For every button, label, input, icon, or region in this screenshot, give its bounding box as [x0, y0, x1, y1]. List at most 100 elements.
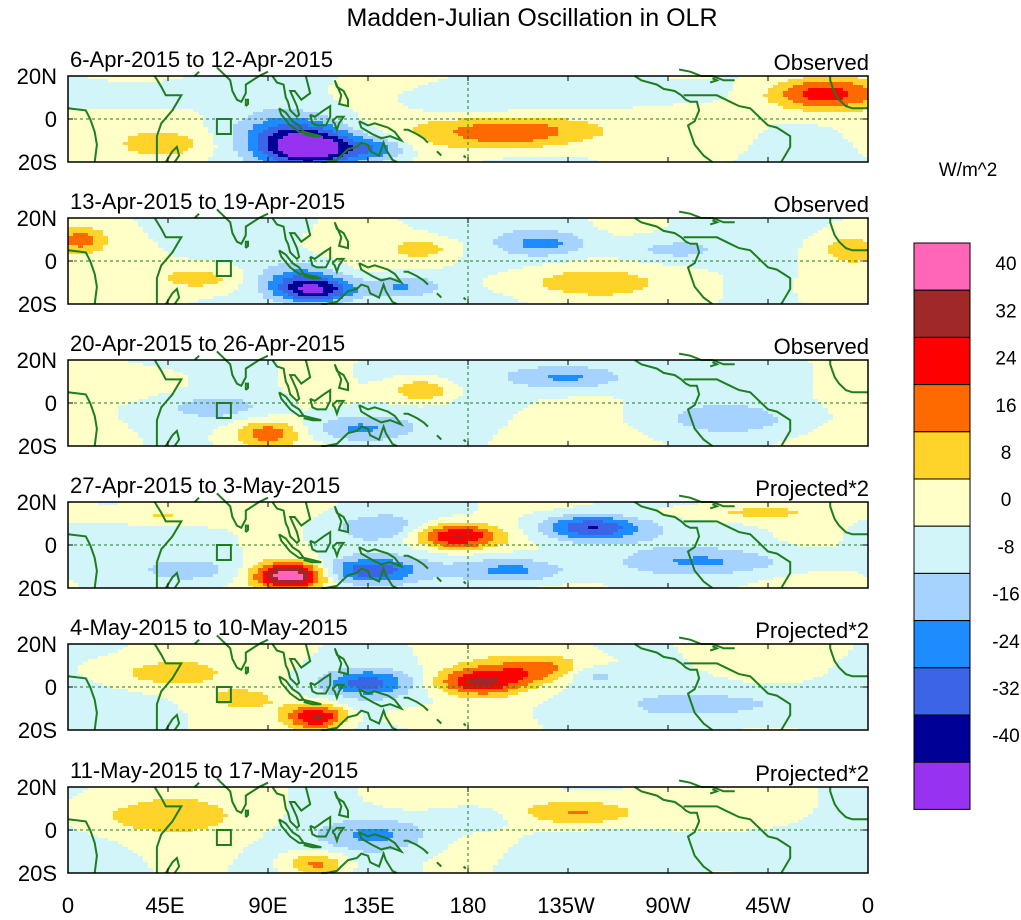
field-cell — [153, 97, 159, 101]
field-cell — [848, 79, 854, 83]
field-cell — [268, 88, 274, 92]
field-cell — [638, 91, 644, 95]
field-cell — [233, 82, 239, 86]
field-cell — [653, 91, 659, 95]
field-cell — [368, 79, 374, 83]
field-cell — [138, 88, 144, 92]
field-cell — [188, 94, 194, 98]
field-cell — [183, 94, 189, 98]
field-cell — [548, 82, 554, 86]
field-cell — [628, 94, 634, 98]
field-cell — [353, 82, 359, 86]
field-cell — [103, 85, 109, 89]
field-cell — [428, 94, 434, 98]
field-cell — [448, 94, 454, 98]
field-cell — [103, 82, 109, 86]
field-cell — [443, 85, 449, 89]
field-cell — [513, 97, 519, 101]
field-cell — [203, 79, 209, 83]
field-cell — [853, 85, 859, 89]
field-cell — [583, 91, 589, 95]
field-cell — [188, 82, 194, 86]
field-cell — [278, 79, 284, 83]
field-cell — [408, 94, 414, 98]
field-cell — [193, 85, 199, 89]
field-cell — [528, 79, 534, 83]
field-cell — [633, 94, 639, 98]
field-cell — [198, 91, 204, 95]
field-cell — [388, 88, 394, 92]
field-cell — [523, 79, 529, 83]
field-cell — [803, 85, 809, 89]
field-cell — [183, 88, 189, 92]
field-cell — [388, 94, 394, 98]
field-cell — [613, 85, 619, 89]
field-cell — [588, 79, 594, 83]
field-cell — [123, 85, 129, 89]
field-cell — [593, 85, 599, 89]
field-cell — [733, 82, 739, 86]
field-cell — [738, 91, 744, 95]
field-cell — [138, 97, 144, 101]
field-cell — [323, 94, 329, 98]
field-cell — [363, 82, 369, 86]
field-cell — [108, 82, 114, 86]
field-cell — [518, 82, 524, 86]
field-cell — [208, 88, 214, 92]
field-cell — [183, 97, 189, 101]
field-cell — [198, 79, 204, 83]
field-cell — [223, 94, 229, 98]
field-cell — [853, 88, 859, 92]
field-cell — [388, 82, 394, 86]
field-cell — [118, 91, 124, 95]
field-cell — [293, 79, 299, 83]
field-cell — [493, 94, 499, 98]
field-cell — [143, 97, 149, 101]
field-cell — [568, 88, 574, 92]
field-cell — [838, 85, 844, 89]
field-cell — [228, 94, 234, 98]
field-cell — [423, 91, 429, 95]
field-cell — [803, 79, 809, 83]
field-cell — [368, 88, 374, 92]
field-cell — [88, 82, 94, 86]
field-cell — [213, 79, 219, 83]
field-cell — [328, 91, 334, 95]
field-cell — [73, 88, 79, 92]
field-cell — [413, 91, 419, 95]
field-cell — [473, 88, 479, 92]
field-cell — [838, 79, 844, 83]
field-cell — [298, 79, 304, 83]
field-cell — [588, 85, 594, 89]
field-cell — [538, 91, 544, 95]
field-cell — [213, 94, 219, 98]
field-cell — [258, 85, 264, 89]
field-cell — [593, 79, 599, 83]
field-cell — [608, 97, 614, 101]
field-cell — [83, 79, 89, 83]
field-cell — [78, 97, 84, 101]
field-cell — [583, 97, 589, 101]
field-cell — [453, 97, 459, 101]
field-cell — [848, 91, 854, 95]
field-cell — [208, 79, 214, 83]
field-cell — [558, 85, 564, 89]
field-cell — [573, 94, 579, 98]
field-cell — [408, 91, 414, 95]
field-cell — [638, 94, 644, 98]
mjo-olr-figure: Madden-Julian Oscillation in OLR 20N020S… — [0, 0, 1021, 920]
field-cell — [403, 79, 409, 83]
field-cell — [518, 91, 524, 95]
field-cell — [708, 85, 714, 89]
field-cell — [413, 79, 419, 83]
field-cell — [253, 85, 259, 89]
field-cell — [143, 82, 149, 86]
field-cell — [478, 97, 484, 101]
field-cell — [648, 94, 654, 98]
field-cell — [258, 82, 264, 86]
field-cell — [753, 85, 759, 89]
field-cell — [558, 94, 564, 98]
field-cell — [443, 79, 449, 83]
field-cell — [188, 97, 194, 101]
field-cell — [723, 82, 729, 86]
